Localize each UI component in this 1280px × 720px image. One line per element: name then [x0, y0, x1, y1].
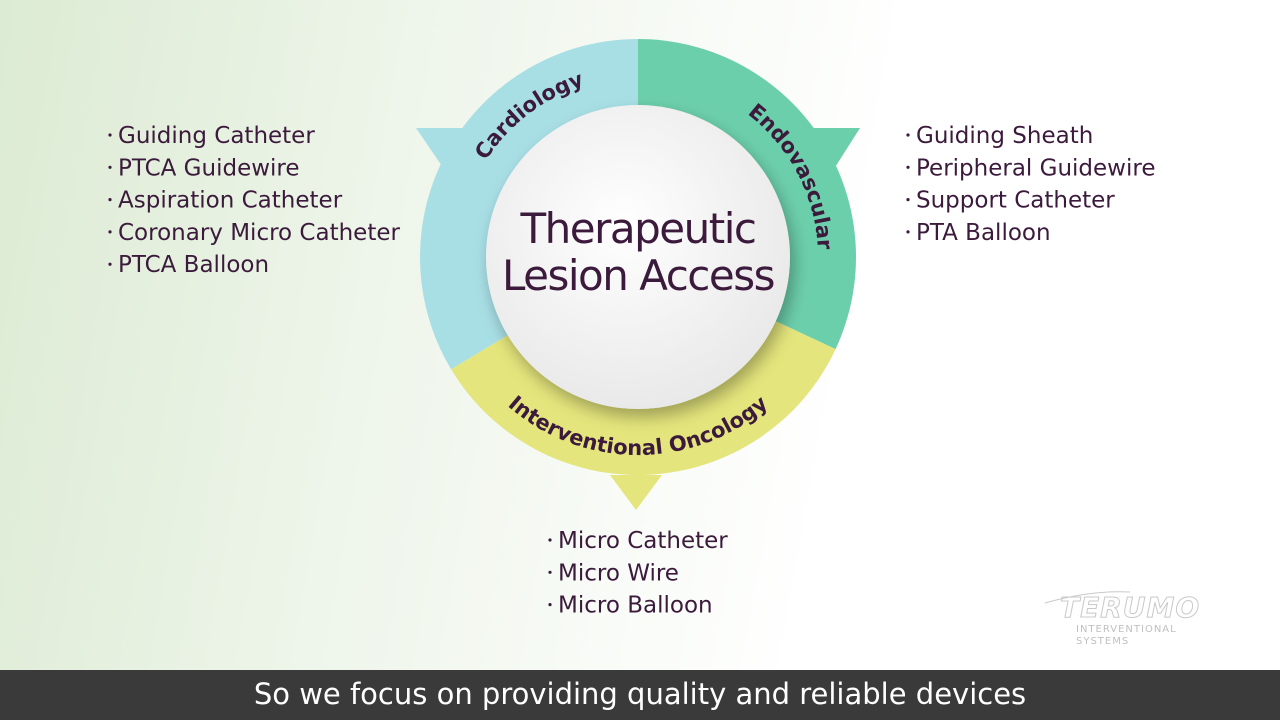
list-item: PTCA Balloon [118, 252, 269, 278]
bullet [108, 262, 112, 266]
diagram: Therapeutic Lesion Access CardiologyEndo… [108, 38, 1200, 647]
segment-pointer [610, 475, 662, 510]
list-item: Support Catheter [916, 188, 1115, 214]
list-item: Micro Wire [558, 560, 679, 586]
bullet [548, 603, 552, 607]
bullet [548, 570, 552, 574]
bullet [108, 198, 112, 202]
center-title: Therapeutic [520, 204, 756, 253]
list-item: Guiding Sheath [916, 123, 1093, 149]
bullet [108, 165, 112, 169]
logo-subtitle: SYSTEMS [1076, 636, 1129, 647]
caption: So we focus on providing quality and rel… [0, 670, 1280, 720]
list-item: Guiding Catheter [118, 123, 315, 149]
list-item: PTA Balloon [916, 220, 1051, 246]
list-item: Aspiration Catheter [118, 188, 343, 214]
list-item: PTCA Guidewire [118, 155, 300, 181]
bullet [906, 165, 910, 169]
segment-pointer [416, 128, 464, 172]
segment-pointer [812, 128, 860, 172]
logo-swoosh [1044, 591, 1131, 604]
bullet [906, 230, 910, 234]
list-item: Micro Catheter [558, 528, 728, 554]
list-item: Coronary Micro Catheter [118, 220, 400, 246]
logo-name: TERUMO [1060, 591, 1200, 624]
logo-subtitle: INTERVENTIONAL [1076, 624, 1177, 635]
list-item: Micro Balloon [558, 593, 713, 619]
list-item: Peripheral Guidewire [916, 155, 1155, 181]
bullet [548, 538, 552, 542]
bullet [906, 198, 910, 202]
center-title: Lesion Access [502, 251, 774, 300]
bullet [108, 133, 112, 137]
center-circle [486, 105, 790, 409]
bullet [906, 133, 910, 137]
logo: TERUMO INTERVENTIONAL SYSTEMS [1044, 591, 1200, 647]
bullet [108, 230, 112, 234]
